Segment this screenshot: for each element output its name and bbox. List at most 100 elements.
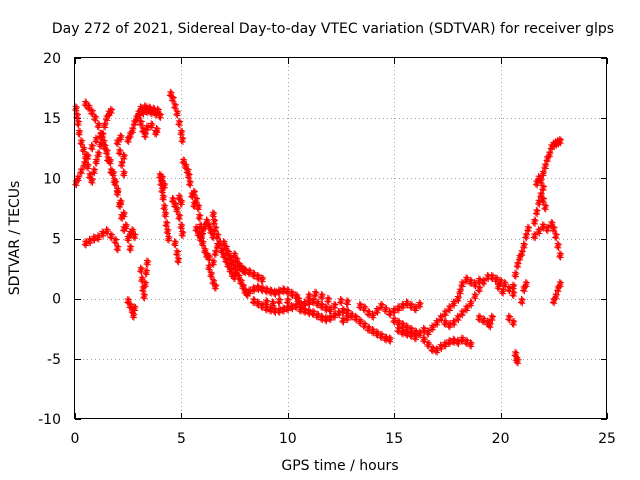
data-point xyxy=(429,322,436,329)
data-point xyxy=(360,319,367,326)
data-point xyxy=(101,141,108,148)
data-point xyxy=(180,156,187,163)
data-point xyxy=(403,328,410,335)
data-point xyxy=(324,294,331,301)
data-point xyxy=(458,307,465,314)
data-point xyxy=(442,312,449,319)
data-point xyxy=(76,131,83,138)
data-point xyxy=(123,225,130,232)
data-point xyxy=(425,331,432,338)
data-point xyxy=(540,172,547,179)
data-point xyxy=(429,344,436,351)
data-point xyxy=(412,336,419,343)
data-point xyxy=(158,173,165,180)
data-point xyxy=(514,356,521,363)
data-point xyxy=(471,291,478,298)
data-point xyxy=(107,105,114,112)
data-point xyxy=(114,189,121,196)
data-point xyxy=(269,298,276,305)
data-point xyxy=(171,238,178,245)
data-point xyxy=(387,312,394,319)
data-point xyxy=(446,307,453,314)
data-point xyxy=(91,170,98,177)
data-point xyxy=(159,177,166,184)
data-point xyxy=(231,250,238,257)
data-point xyxy=(98,129,105,136)
data-point xyxy=(541,202,548,209)
data-point xyxy=(179,138,186,145)
data-point xyxy=(177,221,184,228)
data-point xyxy=(111,179,118,186)
data-point xyxy=(141,102,148,109)
data-point xyxy=(306,295,313,302)
data-point xyxy=(541,161,548,168)
data-point xyxy=(412,307,419,314)
data-point xyxy=(509,281,516,288)
data-point xyxy=(459,312,466,319)
data-point xyxy=(130,314,137,321)
data-point xyxy=(420,334,427,341)
data-point xyxy=(143,257,150,264)
data-point xyxy=(467,339,474,346)
data-point xyxy=(246,267,253,274)
data-point xyxy=(539,221,546,228)
data-point xyxy=(259,278,266,285)
data-point xyxy=(441,307,448,314)
data-point xyxy=(88,106,95,113)
data-point xyxy=(118,201,125,208)
data-point xyxy=(382,333,389,340)
data-point xyxy=(132,307,139,314)
data-point xyxy=(337,295,344,302)
data-point xyxy=(174,254,181,261)
data-point xyxy=(360,303,367,310)
data-point xyxy=(178,201,185,208)
data-point xyxy=(194,202,201,209)
data-point xyxy=(85,102,92,109)
data-point xyxy=(212,285,219,292)
data-point xyxy=(467,276,474,283)
data-point xyxy=(331,300,338,307)
data-point xyxy=(92,134,99,141)
data-point xyxy=(309,307,316,314)
data-point xyxy=(544,228,551,235)
data-point xyxy=(174,208,181,215)
data-point xyxy=(295,294,302,301)
data-point xyxy=(438,345,445,352)
data-point xyxy=(116,146,123,153)
data-point xyxy=(553,295,560,302)
data-point xyxy=(212,247,219,254)
data-point xyxy=(161,184,168,191)
data-point xyxy=(166,237,173,244)
data-point xyxy=(117,132,124,139)
data-point xyxy=(90,165,97,172)
data-point xyxy=(210,261,217,268)
data-point xyxy=(200,242,207,249)
data-point xyxy=(156,110,163,117)
data-point xyxy=(417,303,424,310)
data-point xyxy=(77,165,84,172)
data-point xyxy=(131,303,138,310)
data-point xyxy=(416,299,423,306)
data-point xyxy=(284,295,291,302)
data-point xyxy=(220,238,227,245)
data-point xyxy=(103,226,110,233)
data-point xyxy=(86,170,93,177)
data-point xyxy=(520,240,527,247)
data-point xyxy=(336,312,343,319)
data-point xyxy=(382,304,389,311)
data-point xyxy=(332,305,339,312)
data-point xyxy=(233,254,240,261)
data-point xyxy=(154,129,161,136)
data-point xyxy=(205,221,212,228)
data-point xyxy=(196,211,203,218)
data-point xyxy=(521,288,528,295)
data-point xyxy=(214,230,221,237)
y-tick-label: 0 xyxy=(52,292,61,308)
data-point xyxy=(542,206,549,213)
data-point xyxy=(143,271,150,278)
data-point xyxy=(172,242,179,249)
data-point xyxy=(476,288,483,295)
data-series xyxy=(72,88,565,367)
data-point xyxy=(314,310,321,317)
